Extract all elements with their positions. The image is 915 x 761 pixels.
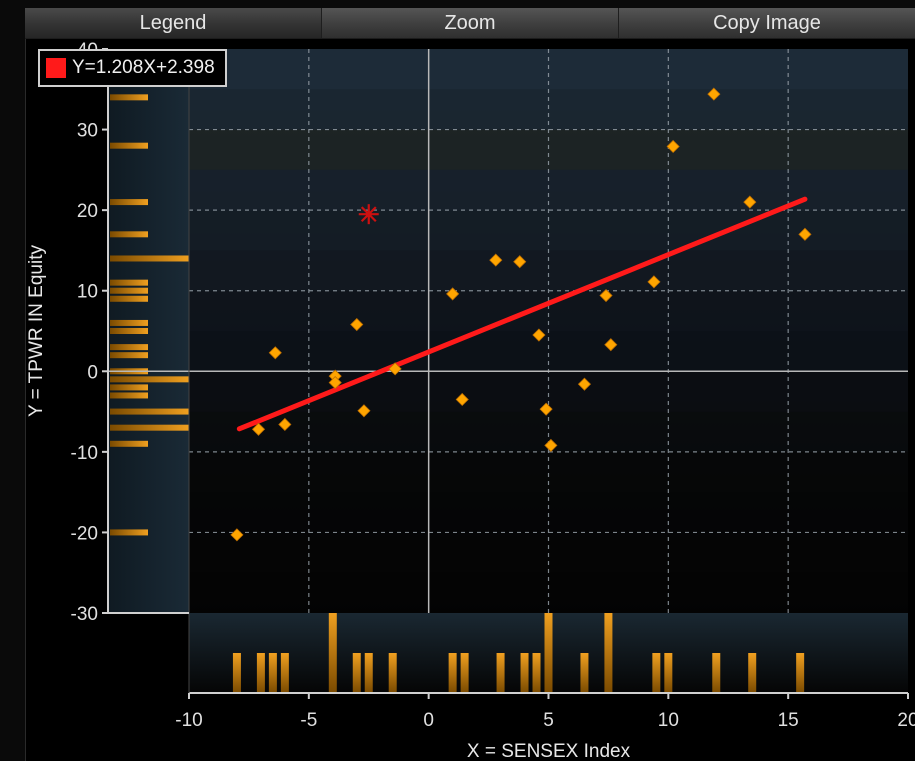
legend-button[interactable]: Legend [25,8,322,38]
x-tick-label: -10 [175,710,202,731]
y-histogram-bar [110,328,148,334]
x-histogram [232,613,805,693]
x-histogram-bar [604,613,613,693]
legend-entry: Y=1.208X+2.398 [72,57,215,78]
y-tick-label: 10 [77,282,98,303]
highlight-point [358,204,379,225]
x-tick-label: 5 [543,710,554,731]
x-histogram-bar [520,653,529,693]
x-tick-label: 15 [778,710,799,731]
data-point [604,338,618,352]
data-point [599,288,613,303]
y-histogram-bar [110,408,189,415]
y-histogram-bar [110,529,148,536]
data-point [513,255,527,269]
y-tick-label: -10 [71,443,98,464]
zoom-button[interactable]: Zoom [322,8,619,38]
data-point [357,404,371,418]
y-histogram-bar [110,440,148,447]
y-histogram-bar [110,94,148,101]
left-panel-edge [0,8,26,761]
x-histogram-bar [280,653,289,693]
data-point [268,346,282,360]
x-histogram-bar [364,653,373,693]
x-histogram-bar [448,653,457,693]
y-histogram-bar [110,352,148,359]
data-point [350,317,364,332]
y-histogram-bar [110,142,148,149]
grid-lines [189,49,908,613]
y-histogram-bar [110,199,148,206]
data-point [328,376,342,390]
x-tick-label: 10 [658,710,679,731]
data-point [230,528,244,542]
data-point [798,227,812,241]
x-histogram-bar [328,613,337,693]
x-histogram-bar [532,653,541,693]
data-point [544,438,558,452]
y-axis-label: Y = TPWR IN Equity [26,245,47,417]
y-histogram-bar [110,344,148,351]
y-tick-label: 30 [77,121,98,142]
y-histogram-bar [110,279,148,286]
y-histogram [110,94,189,536]
y-tick-label: 20 [77,201,98,222]
y-histogram-bar [110,287,148,294]
x-histogram-bar [232,653,241,693]
x-tick-label: 20 [897,710,915,731]
x-histogram-bar [496,653,505,693]
x-tick-label: -5 [300,710,317,731]
x-histogram-bar [460,653,469,693]
x-histogram-bar [352,653,361,693]
data-point [539,402,553,416]
y-tick-label: -30 [71,604,98,625]
regression-line [236,196,808,432]
data-point [489,253,503,267]
x-histogram-bar [388,653,397,693]
data-point [577,377,592,391]
x-histogram-bar [544,613,553,693]
y-histogram-bar [110,319,148,326]
x-histogram-bar [256,653,265,693]
data-point [532,328,546,342]
x-histogram-bar [748,653,757,693]
y-histogram-bar [110,295,148,302]
y-histogram-bar [110,376,189,383]
x-histogram-bar [712,653,721,693]
y-histogram-bar [110,384,148,391]
x-histogram-bar [652,653,661,693]
x-histogram-bar [580,653,589,693]
x-histogram-bar [664,653,673,693]
window-top-strip [0,0,915,8]
chart-toolbar: Legend Zoom Copy Image [25,8,915,39]
y-tick-label: 0 [87,362,98,383]
data-point [455,392,469,407]
data-point [278,417,292,432]
x-histogram-bar [268,653,277,693]
legend-swatch [46,58,66,78]
chart-legend: Y=1.208X+2.398 [38,49,227,87]
data-point [707,87,721,101]
data-point [666,139,680,154]
y-histogram-bar [110,424,189,431]
y-histogram-bar [110,231,148,238]
x-histogram-bar [796,653,805,693]
data-points [230,87,812,542]
y-tick-label: -20 [71,523,98,544]
data-point [647,275,661,289]
x-tick-label: 0 [423,710,434,731]
y-histogram-bar [110,255,189,262]
highlight-star-center [365,211,372,218]
data-point [446,287,460,301]
x-axis-label: X = SENSEX Index [467,741,631,761]
y-histogram-bar [110,392,148,399]
data-point [388,362,402,376]
data-point [743,195,757,209]
copy-image-button[interactable]: Copy Image [619,8,915,38]
data-point [251,422,266,436]
